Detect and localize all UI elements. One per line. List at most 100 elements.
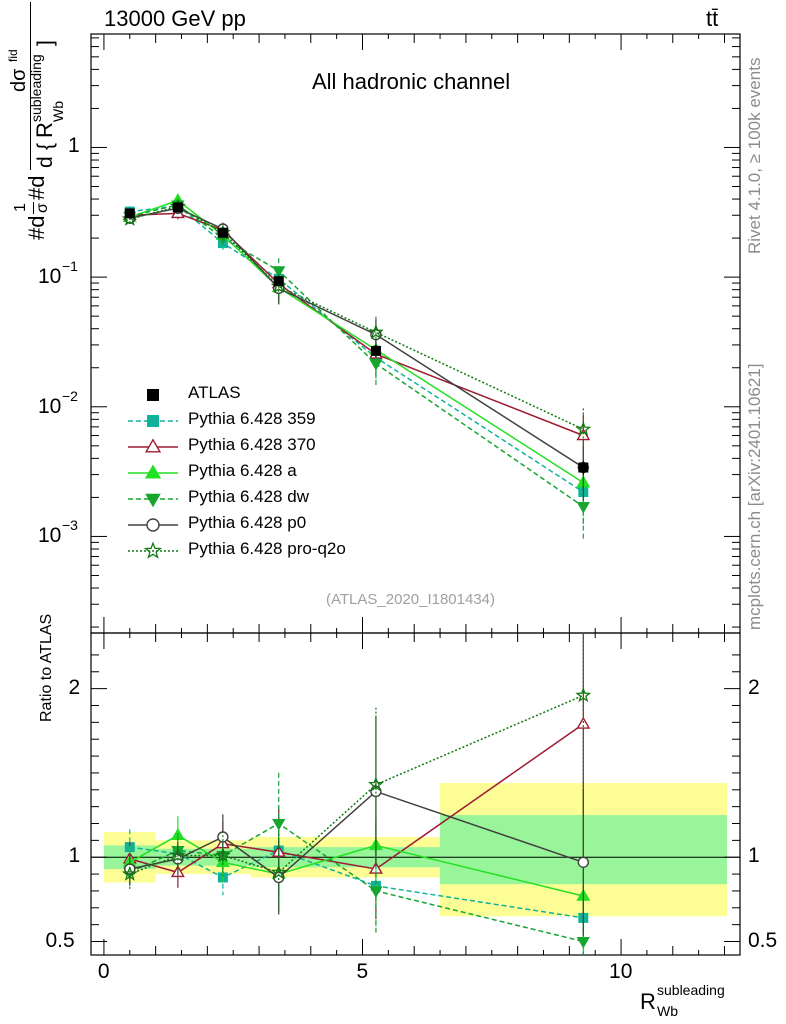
main-ylabel: #d 1 σ #d dσ fid d { R subleading Wb ] [6, 2, 76, 242]
ytick-label-1: 1 [68, 134, 80, 158]
ratio-ytick-label-right-1: 1 [748, 844, 760, 868]
ratio-series-point-5 [121, 865, 138, 881]
ratio-series-point-5 [169, 847, 186, 863]
ratio-series-point-5-shape [575, 687, 592, 703]
rivet-version-label: Rivet 4.1.0, ≥ 100k events [745, 57, 764, 254]
ratio-series-point-4 [577, 856, 590, 868]
header-process: 13000 GeV pp [104, 6, 246, 31]
main-series-point-5-shape [368, 324, 384, 340]
data-point-shape [172, 202, 183, 213]
ratio-ytick-label-2: 2 [68, 675, 81, 699]
ylabel-R-sub: Wb [50, 101, 66, 122]
main-series-point-5-shape [575, 420, 592, 437]
ylabel-R: R [32, 122, 57, 138]
ratio-frame [90, 632, 741, 956]
ratio-ytick-label-1: 1 [68, 844, 81, 868]
xlabel-sub: Wb [657, 1003, 678, 1019]
data-point [370, 345, 381, 356]
main-series-line-2 [129, 199, 584, 484]
ylabel-hash-d-2: #d [24, 175, 49, 200]
data-point-shape [370, 345, 381, 356]
header-final-state: tt̄ [706, 6, 719, 31]
ratio-series-point-3-shape [369, 886, 383, 898]
ratio-series-point-3-shape [272, 819, 286, 831]
legend-marker-1-shape [144, 438, 162, 453]
main-series-point-3-shape [369, 359, 383, 371]
main-series-line-4 [129, 207, 584, 469]
data-point [217, 227, 228, 238]
ylabel-R-sup: subleading [28, 54, 44, 122]
main-series-point-5 [575, 420, 592, 437]
legend-marker-3-shape [145, 493, 161, 508]
legend-marker-4 [146, 518, 160, 532]
legend-marker-data-shape [147, 389, 159, 401]
legend-label-2: Pythia 6.428 a [188, 461, 297, 480]
ytick-label-base-1: 10 [38, 394, 62, 418]
ratio-series-point-5-shape [214, 847, 231, 863]
ytick-label-exp-0: −3 [62, 517, 78, 534]
ylabel-d: d [34, 156, 57, 168]
xtick-label-5: 5 [356, 960, 369, 983]
ratio-series-point-5 [214, 847, 231, 863]
ratio-series-point-5-shape [270, 864, 287, 880]
main-series-point-3-shape [576, 502, 590, 514]
xlabel-sup: subleading [657, 982, 725, 998]
data-point-shape [578, 462, 589, 473]
analysis-tag: (ATLAS_2020_I1801434) [326, 591, 496, 608]
legend-marker-3 [145, 493, 161, 508]
ratio-series-point-1 [576, 716, 591, 729]
ylabel-close-brace: ] [34, 40, 57, 46]
ratio-series-point-5-shape [121, 865, 138, 881]
xlabel-R: R [640, 989, 656, 1014]
legend-label-4: Pythia 6.428 p0 [188, 513, 307, 532]
ratio-series-line-1 [129, 723, 584, 874]
legend-label-1: Pythia 6.428 370 [188, 435, 316, 454]
ratio-series-point-5 [575, 687, 592, 703]
ratio-series-point-1-shape [576, 716, 591, 729]
ratio-series-point-3-shape [576, 937, 590, 949]
ratio-series-line-5 [129, 694, 584, 875]
data-point-shape [273, 276, 284, 287]
ylabel-one: 1 [12, 203, 29, 212]
ratio-series-point-3 [576, 937, 590, 949]
main-series-point-3 [369, 359, 383, 371]
ytick-label-exp-2: −1 [62, 258, 78, 275]
ylabel-hash-d: #d [24, 215, 49, 240]
xtick-label-0: 0 [97, 960, 110, 983]
legend-marker-2-shape [144, 464, 162, 479]
ytick-label-base-2: 10 [38, 265, 62, 289]
main-series-line-1 [129, 212, 584, 437]
ratio-series-point-3 [272, 819, 286, 831]
ratio-ylabel: Ratio to ATLAS [38, 613, 55, 722]
legend-marker-4-shape [146, 518, 160, 532]
legend-marker-5-shape [143, 541, 163, 559]
ratio-series-point-4-shape [577, 856, 590, 868]
legend-label-0: Pythia 6.428 359 [188, 409, 316, 428]
data-point-shape [124, 208, 135, 219]
ratio-xlabel: R subleading Wb [640, 982, 750, 1022]
legend-label-data: ATLAS [188, 383, 241, 402]
ratio-series-point-5 [270, 864, 287, 880]
ytick-label-base-0: 10 [38, 524, 62, 548]
ratio-series-line-4 [129, 790, 584, 879]
ylabel-sigma: σ [34, 203, 51, 213]
ratio-series-point-5-shape [368, 776, 384, 792]
legend-marker-data [147, 389, 159, 401]
ytick-label-exp-1: −2 [62, 387, 78, 404]
ratio-ytick-label-0.5: 0.5 [45, 928, 75, 952]
ylabel-fid: fid [6, 49, 20, 62]
ratio-series-point-3 [369, 886, 383, 898]
ylabel-brace: { [34, 142, 57, 150]
legend-marker-5 [143, 541, 163, 559]
data-point [172, 202, 183, 213]
main-series-point-3 [272, 266, 286, 278]
ratio-ytick-label-right-2: 2 [748, 675, 760, 699]
data-point [124, 208, 135, 219]
main-series-line-5 [129, 205, 584, 430]
data-point [273, 276, 284, 287]
ratio-series-line-3 [129, 822, 584, 943]
main-series-point-3-shape [272, 266, 286, 278]
legend-label-3: Pythia 6.428 dw [188, 487, 309, 506]
